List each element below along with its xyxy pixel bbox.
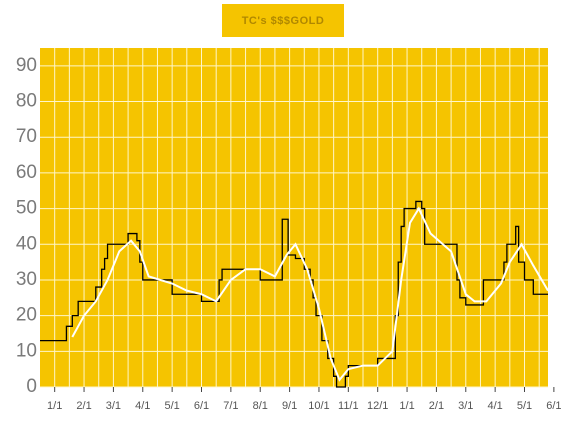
y-tick-label: 40 [16, 233, 37, 254]
x-tick-label: 7/1 [223, 400, 238, 412]
y-tick-label: 80 [16, 91, 37, 112]
x-tick-label: 8/1 [253, 400, 268, 412]
x-tick-label: 9/1 [282, 400, 297, 412]
series-line [40, 200, 548, 388]
y-tick-label: 30 [16, 269, 37, 290]
y-tick-label: 0 [26, 376, 37, 397]
x-tick-label: 11/1 [338, 400, 359, 412]
x-tick-label: 3/1 [458, 400, 473, 412]
x-tick-label: 12/1 [367, 400, 388, 412]
y-tick-label: 50 [16, 198, 37, 219]
x-tick-label: 6/1 [546, 400, 561, 412]
plot-area [40, 48, 548, 387]
x-tick-label: 5/1 [164, 400, 179, 412]
x-tick-label: 10/1 [308, 400, 329, 412]
y-tick-label: 20 [16, 305, 37, 326]
x-tick-label: 1/1 [399, 400, 414, 412]
x-tick-label: 2/1 [429, 400, 444, 412]
x-tick-label: 4/1 [487, 400, 502, 412]
x-tick-label: 3/1 [106, 400, 121, 412]
y-tick-label: 90 [16, 55, 37, 76]
y-tick-label: 60 [16, 162, 37, 183]
y-tick-label: 10 [16, 340, 37, 361]
title-box [222, 4, 344, 37]
x-tick-label: 4/1 [135, 400, 150, 412]
x-tick-label: 6/1 [194, 400, 209, 412]
y-tick-label: 70 [16, 126, 37, 147]
x-tick-label: 2/1 [76, 400, 91, 412]
chart-title: TC's $$$GOLD [242, 15, 325, 27]
x-tick-label: 1/1 [47, 400, 62, 412]
series-line [71, 206, 549, 382]
x-tick-label: 5/1 [517, 400, 532, 412]
